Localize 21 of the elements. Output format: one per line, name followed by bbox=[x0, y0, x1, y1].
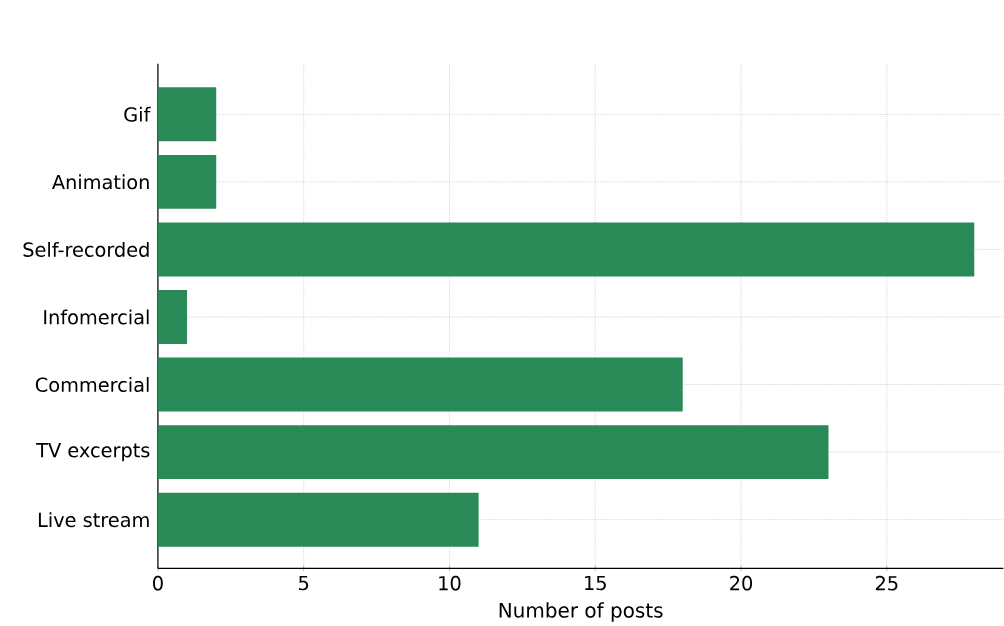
y-tick-label: Self-recorded bbox=[23, 241, 149, 257]
bar bbox=[157, 222, 975, 277]
x-axis-title: Number of posts bbox=[499, 602, 663, 622]
x-tick-label: 20 bbox=[730, 575, 753, 591]
y-tick-label: Commercial bbox=[35, 377, 149, 392]
x-tick-label: 25 bbox=[875, 575, 898, 591]
y-tick-label: Live stream bbox=[38, 512, 149, 528]
bar bbox=[157, 289, 188, 344]
y-tick-label: TV excerpts bbox=[36, 443, 150, 462]
x-tick-label: 5 bbox=[299, 575, 309, 591]
bar bbox=[157, 425, 829, 480]
bar bbox=[157, 87, 217, 142]
y-tick-label: Infomercial bbox=[44, 309, 149, 325]
bar bbox=[157, 357, 683, 412]
bar bbox=[157, 492, 479, 547]
x-tick-label: 10 bbox=[439, 575, 461, 591]
x-tick-label: 0 bbox=[153, 575, 163, 591]
bar bbox=[157, 154, 217, 209]
y-tick-label: Animation bbox=[52, 174, 149, 190]
x-tick-label: 15 bbox=[585, 575, 606, 591]
y-tick-label: Gif bbox=[124, 106, 151, 122]
